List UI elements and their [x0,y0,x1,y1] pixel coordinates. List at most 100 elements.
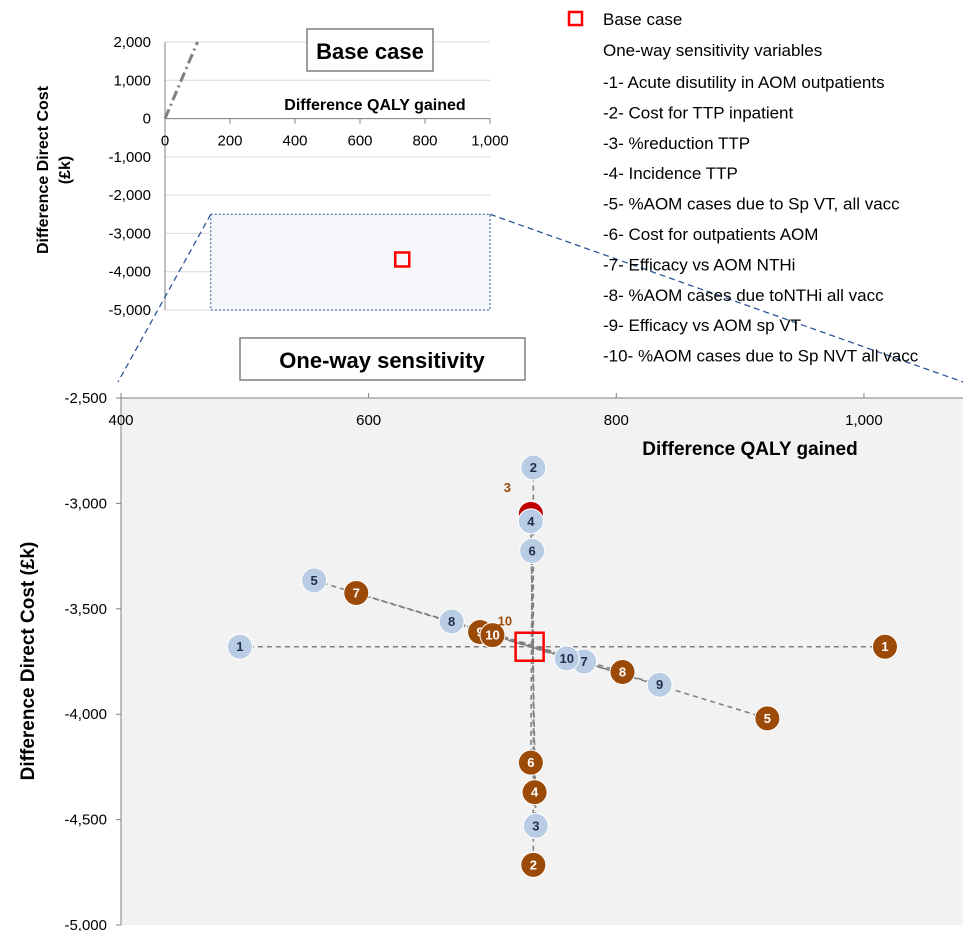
high-point-label: 5 [764,711,771,726]
inset-zoom-window [210,213,491,311]
high-point-marker [754,705,781,732]
inset-y-tick-label: -2,000 [108,187,151,204]
high-point-marker [521,779,548,806]
main-x-axis-label: Difference QALY gained [642,439,857,460]
inset-title: Base case [316,39,424,64]
legend-item: -9- Efficacy vs AOM sp VT [603,316,801,335]
high-point: 5 [754,705,781,732]
high-point-label: 8 [619,665,626,680]
point-annotation: 3 [504,480,511,495]
inset-x-tick-label: 600 [347,133,372,150]
inset-x-tick-label: 800 [412,133,437,150]
legend-item: -10- %AOM cases due to Sp NVT all vacc [603,347,919,366]
main-base-case-marker [514,631,545,662]
low-point-label: 5 [311,573,318,588]
inset-y-tick-label: -1,000 [108,149,151,166]
high-point-label: 1 [881,639,888,654]
low-point-label: 10 [560,651,574,666]
point-annotation: 10 [498,614,512,629]
main-y-tick-label: -3,000 [64,495,107,512]
low-point-label: 6 [528,543,535,558]
low-point: 3 [522,812,549,839]
main-x-tick-label: 400 [108,412,133,429]
inset-x-tick-label: 0 [161,133,169,150]
inset-title-box [306,28,434,72]
main-y-axis-label: Difference Direct Cost (£k) [18,542,39,781]
low-point-marker [553,645,580,672]
low-point: 10 [553,645,580,672]
high-point-marker [517,749,544,776]
low-point-label: 8 [448,614,455,629]
zoom-connector-right [489,213,964,383]
high-point-marker [871,633,898,660]
inset-y-tick-label: 0 [143,111,151,128]
high-point-label: 6 [527,755,534,770]
main-y-tick-label: -3,500 [64,601,107,618]
low-point-label: 3 [532,818,539,833]
legend-item: -3- %reduction TTP [603,134,750,153]
high-point: 6 [517,749,544,776]
legend-item: -2- Cost for TTP inpatient [603,103,794,122]
legend-item: -5- %AOM cases due to Sp VT, all vacc [603,195,900,214]
main-y-tick-label: -5,000 [64,917,107,931]
inset-x-axis-label: Difference QALY gained [284,97,465,114]
inset-y-tick-label: 2,000 [113,34,151,51]
low-point-marker [517,508,544,535]
main-x-tick-label: 600 [356,412,381,429]
inset-x-tick-label: 400 [282,133,307,150]
high-point: 7 [343,579,370,606]
low-point-label: 9 [656,677,663,692]
legend-item: -8- %AOM cases due toNTHi all vacc [603,286,884,305]
high-point: 10 [479,622,506,649]
legend-item: -6- Cost for outpatients AOM [603,225,818,244]
sensitivity-range-line [530,513,537,826]
inset-y-tick-label: -3,000 [108,225,151,242]
low-point: 2 [520,454,547,481]
low-point-label: 7 [580,654,587,669]
low-point: 5 [301,567,328,594]
high-point-label: 7 [353,585,360,600]
low-point-label: 4 [527,514,535,529]
high-point: 2 [520,851,547,878]
high-point: 4 [521,779,548,806]
high-point: 8 [609,659,636,686]
low-point-marker [301,567,328,594]
low-point: 6 [519,537,546,564]
low-point: 8 [438,608,465,635]
low-point-label: 2 [530,460,537,475]
low-point-marker [519,537,546,564]
sensitivity-range-line [313,579,768,720]
sensitivity-range-line [530,521,536,793]
inset-base-case-marker [394,251,411,268]
inset-y-tick-label: -5,000 [108,302,151,319]
low-point-marker [226,633,253,660]
high-point-marker [479,622,506,649]
main-x-tick-label: 800 [604,412,629,429]
high-point-label: 10 [485,628,499,643]
zoom-connector-left [117,213,212,383]
low-point: 4 [517,508,544,535]
low-point: 1 [226,633,253,660]
low-point-marker [522,812,549,839]
high-point: 1 [871,633,898,660]
legend-base-case-marker [567,10,584,27]
main-x-tick-label: 1,000 [845,412,883,429]
inset-y-axis-label: Difference Direct Cost (£k) [35,85,74,254]
low-point-marker [438,608,465,635]
low-point-label: 1 [236,639,243,654]
low-point-marker [520,454,547,481]
legend-item: -1- Acute disutility in AOM outpatients [603,73,885,92]
inset-y-tick-label: 1,000 [113,72,151,89]
low-point: 9 [646,671,673,698]
inset-series-line [163,41,199,120]
high-point-marker [343,579,370,606]
main-title-box [239,337,526,381]
main-title: One-way sensitivity [279,348,485,373]
main-y-tick-label: -2,500 [64,390,107,407]
high-point-label: 4 [531,785,539,800]
inset-x-tick-label: 200 [217,133,242,150]
high-point-label: 2 [530,857,537,872]
legend-heading: One-way sensitivity variables [603,41,822,60]
legend-base-case-label: Base case [603,10,682,29]
